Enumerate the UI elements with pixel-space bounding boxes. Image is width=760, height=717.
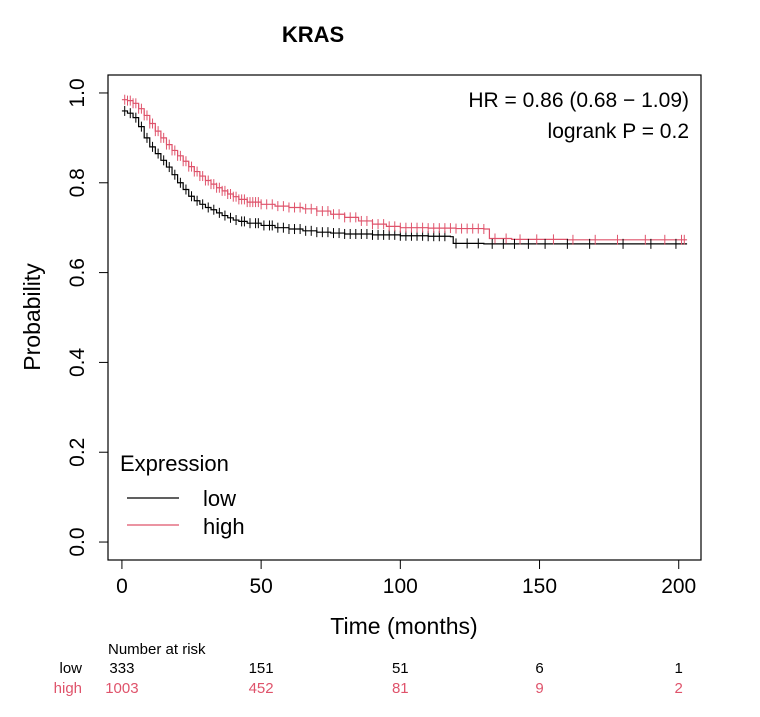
legend-title: Expression xyxy=(120,451,229,476)
legend-label-high: high xyxy=(203,514,245,539)
y-tick-label-5: 1.0 xyxy=(66,78,89,107)
y-tick-label-1: 0.2 xyxy=(66,438,89,467)
risk-count-low-100: 51 xyxy=(392,660,409,677)
risk-table-header: Number at risk xyxy=(108,641,206,658)
risk-count-high-200: 2 xyxy=(675,680,683,697)
risk-count-low-0: 333 xyxy=(109,660,134,677)
y-tick-label-3: 0.6 xyxy=(66,258,89,287)
chart-title: KRAS xyxy=(282,22,344,47)
x-axis: 0 50 100 150 200 xyxy=(116,559,696,598)
risk-count-high-150: 9 xyxy=(535,680,543,697)
risk-count-low-150: 6 xyxy=(535,660,543,677)
plot-box xyxy=(107,74,702,561)
hazard-ratio-text: HR = 0.86 (0.68 − 1.09) xyxy=(468,89,689,112)
y-tick-label-0: 0.0 xyxy=(66,527,89,556)
y-tick-label-4: 0.8 xyxy=(66,168,89,197)
risk-counts: 333 151 51 6 1 1003 452 81 9 2 xyxy=(105,660,683,697)
censor-marks xyxy=(124,94,685,249)
logrank-p-text: logrank P = 0.2 xyxy=(548,120,689,143)
y-tick-label-2: 0.4 xyxy=(66,347,89,377)
x-axis-label: Time (months) xyxy=(330,613,477,639)
risk-count-high-50: 452 xyxy=(249,680,274,697)
x-tick-label-100: 100 xyxy=(383,575,418,598)
x-tick-label-200: 200 xyxy=(661,575,696,598)
x-tick-label-150: 150 xyxy=(522,575,557,598)
y-axis: 0.0 0.2 0.4 0.6 0.8 1.0 xyxy=(66,78,109,557)
risk-table: Number at risk low high 333 151 51 6 1 1003 45… xyxy=(54,641,683,697)
legend-label-low: low xyxy=(203,486,236,511)
x-tick-label-0: 0 xyxy=(116,575,128,598)
risk-row-label-low: low xyxy=(59,660,82,677)
risk-count-high-0: 1003 xyxy=(105,680,138,697)
risk-count-low-50: 151 xyxy=(249,660,274,677)
legend: Expression low high xyxy=(120,451,245,539)
risk-count-low-200: 1 xyxy=(675,660,683,677)
y-axis-label: Probability xyxy=(19,263,45,371)
risk-count-high-100: 81 xyxy=(392,680,409,697)
x-tick-label-50: 50 xyxy=(249,575,272,598)
risk-row-label-high: high xyxy=(54,680,82,697)
